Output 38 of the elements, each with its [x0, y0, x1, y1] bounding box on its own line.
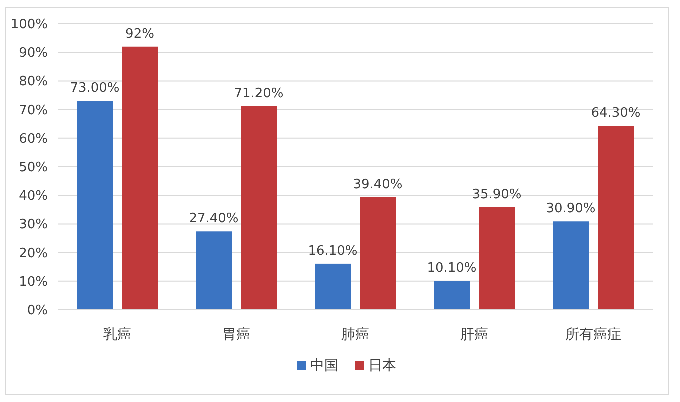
bar	[196, 232, 232, 310]
data-label: 71.20%	[234, 86, 284, 102]
bar	[479, 207, 515, 310]
legend-label: 日本	[368, 358, 396, 374]
data-label: 27.40%	[189, 212, 239, 227]
bar	[434, 281, 470, 310]
data-label: 10.10%	[427, 261, 477, 276]
bar	[553, 222, 589, 310]
y-tick-label: 60%	[19, 132, 48, 147]
legend-label: 中国	[310, 358, 338, 374]
y-tick-label: 0%	[27, 304, 48, 318]
y-tick-label: 40%	[19, 189, 48, 204]
x-tick-label: 肺癌	[342, 327, 370, 343]
bar	[598, 126, 634, 310]
y-tick-label: 80%	[19, 74, 48, 90]
data-label: 30.90%	[546, 202, 596, 217]
data-label: 73.00%	[70, 81, 120, 96]
x-tick-label: 胃癌	[222, 327, 250, 343]
y-tick-label: 10%	[19, 274, 48, 290]
data-label: 64.30%	[591, 106, 641, 122]
data-label: 16.10%	[308, 244, 358, 259]
y-tick-label: 20%	[19, 246, 48, 262]
y-tick-label: 30%	[19, 218, 48, 233]
bar	[315, 264, 351, 310]
data-label: 92%	[126, 26, 154, 42]
data-label: 35.90%	[472, 187, 522, 202]
y-tick-label: 50%	[19, 160, 48, 176]
bar	[360, 197, 396, 310]
x-tick-label: 乳癌	[104, 327, 132, 343]
y-tick-label: 90%	[19, 46, 48, 62]
bar	[241, 106, 277, 310]
x-tick-label: 肝癌	[460, 327, 488, 343]
bar	[77, 101, 113, 310]
x-tick-label: 所有癌症	[566, 327, 622, 343]
y-tick-label: 100%	[10, 18, 48, 32]
data-label: 39.40%	[353, 177, 403, 192]
y-tick-label: 70%	[19, 103, 48, 118]
bar	[122, 46, 158, 310]
